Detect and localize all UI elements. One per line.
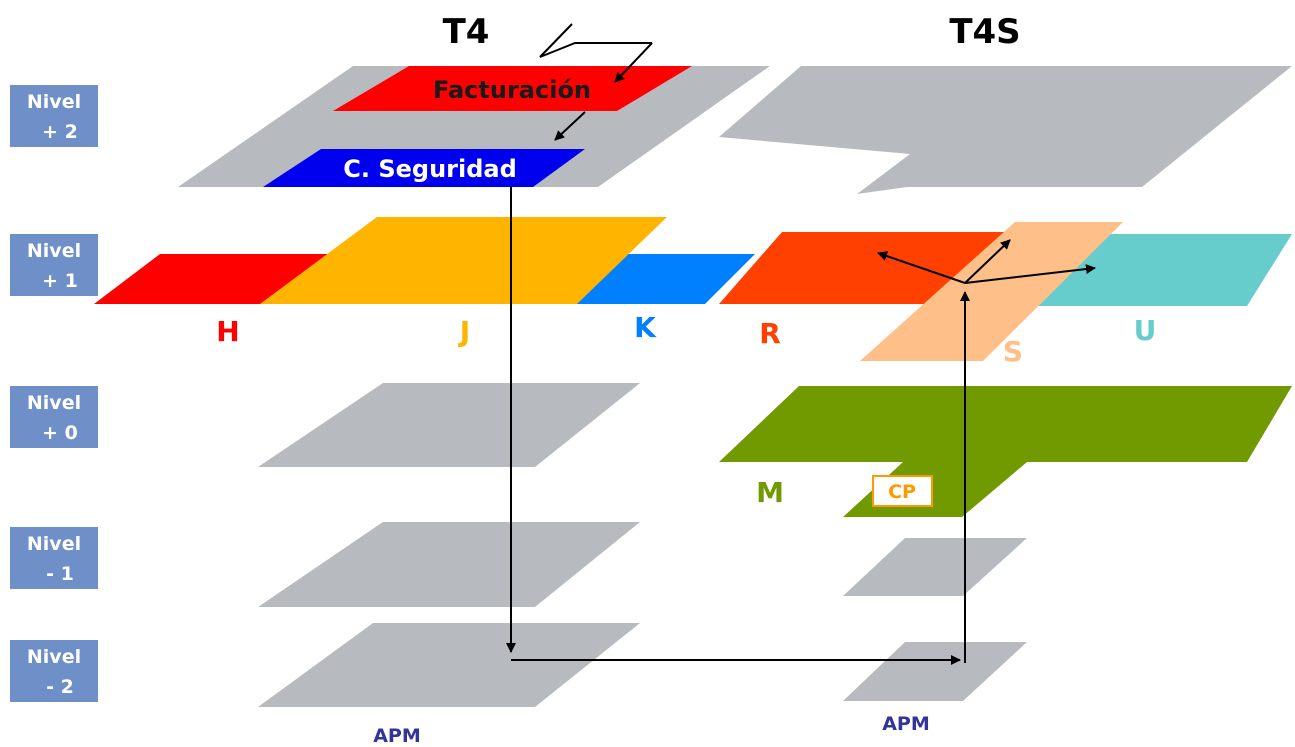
zone-m xyxy=(719,386,1292,517)
svg-text:Nivel: Nivel xyxy=(27,646,81,668)
t4s-level-minus2-floor xyxy=(843,642,1027,701)
t4-apm-label: APM xyxy=(373,725,421,747)
level-minus1-box: Nivel - 1 xyxy=(10,527,98,589)
zone-u-label: U xyxy=(1134,314,1157,347)
svg-text:Nivel: Nivel xyxy=(27,392,81,414)
svg-text:+ 1: + 1 xyxy=(42,270,78,292)
facturacion-zone xyxy=(333,66,692,111)
svg-text:CP: CP xyxy=(888,481,916,503)
t4s-level-plus2-floor xyxy=(719,66,1292,194)
arrow-to-seguridad xyxy=(554,111,586,141)
cp-box: CP xyxy=(872,475,933,507)
arrow-to-r xyxy=(877,251,966,284)
zone-s-label: S xyxy=(1003,335,1023,368)
zone-r xyxy=(719,232,1012,304)
arrow-to-facturacion xyxy=(614,42,653,83)
zone-j-label: J xyxy=(458,315,470,348)
svg-text:+ 0: + 0 xyxy=(42,422,78,444)
zone-j xyxy=(260,217,667,304)
t4-level-minus2-floor xyxy=(258,623,640,707)
svg-text:Nivel: Nivel xyxy=(27,240,81,262)
level-plus1-box: Nivel + 1 xyxy=(10,234,98,296)
t4s-apm-label: APM xyxy=(882,713,930,735)
zone-k-label: K xyxy=(634,311,657,344)
zone-m-label: M xyxy=(756,476,784,509)
seguridad-label: C. Seguridad xyxy=(343,155,517,183)
zone-s xyxy=(860,222,1123,361)
facturacion-label: Facturación xyxy=(433,76,591,104)
arrow-to-u xyxy=(964,264,1096,284)
arrow-to-s xyxy=(964,239,1011,284)
svg-text:+ 2: + 2 xyxy=(42,121,78,143)
level-zero-box: Nivel + 0 xyxy=(10,386,98,448)
t4s-level-minus1-floor xyxy=(843,538,1027,596)
level-minus2-box: Nivel - 2 xyxy=(10,640,98,702)
t4-title: T4 xyxy=(443,12,490,52)
svg-text:Nivel: Nivel xyxy=(27,91,81,113)
zigzag-line xyxy=(539,23,652,58)
svg-text:- 1: - 1 xyxy=(46,563,74,585)
t4-level-zero-floor xyxy=(258,383,640,467)
zone-h-label: H xyxy=(216,315,239,348)
t4-level-minus1-floor xyxy=(258,522,640,607)
svg-text:- 2: - 2 xyxy=(46,676,74,698)
zone-r-label: R xyxy=(759,317,781,350)
seguridad-zone xyxy=(263,149,585,187)
t4s-title: T4S xyxy=(949,12,1020,52)
svg-text:Nivel: Nivel xyxy=(27,533,81,555)
level-plus2-box: Nivel + 2 xyxy=(10,85,98,147)
